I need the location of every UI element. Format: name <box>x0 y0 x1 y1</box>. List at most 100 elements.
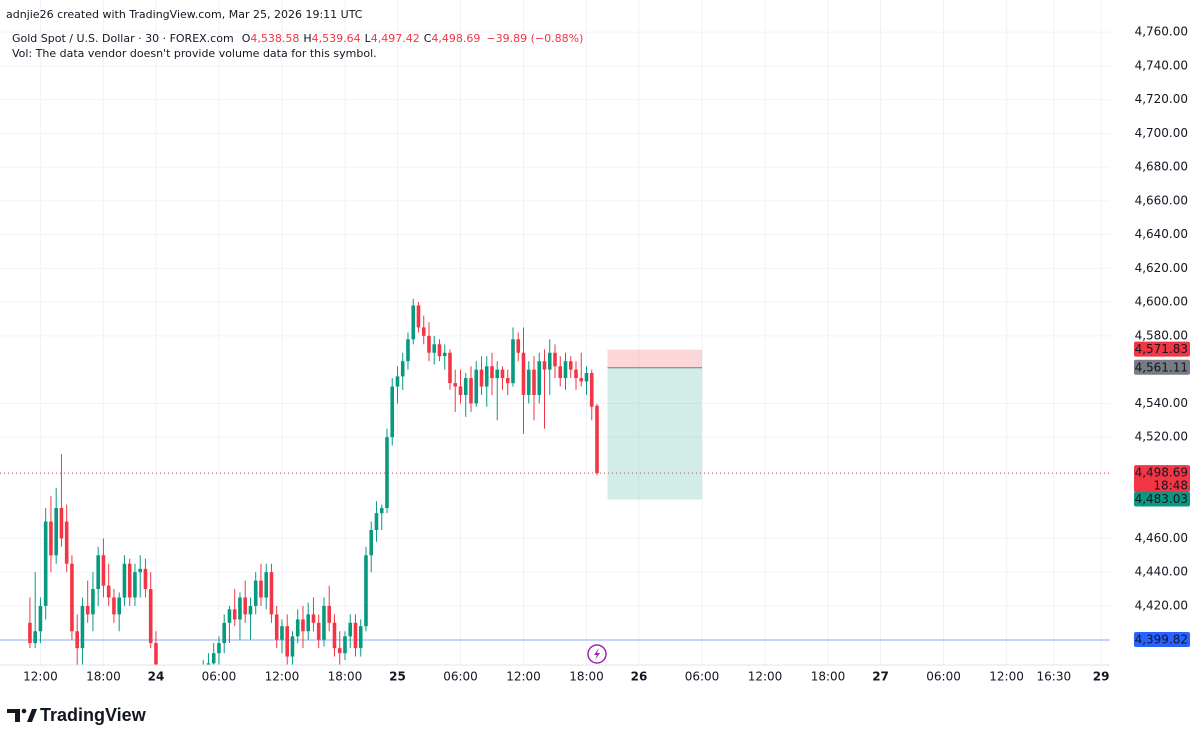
ohlc-key: O <box>242 32 251 45</box>
candle-body <box>421 327 426 336</box>
x-tick-label: 25 <box>389 670 406 684</box>
candle-body <box>148 589 153 644</box>
candle-body <box>112 597 116 615</box>
logo-dot <box>21 708 27 714</box>
candle-body <box>574 369 578 379</box>
candle-body <box>206 663 211 665</box>
candle-body <box>70 563 74 632</box>
lightning-icon <box>587 644 607 664</box>
candle-body <box>406 339 410 362</box>
candle-body <box>269 572 274 615</box>
y-tick-label: 4,680.00 <box>1135 160 1188 174</box>
ohlc-value: 4,497.42 <box>371 32 420 45</box>
x-tick-label: 24 <box>148 670 165 684</box>
candle-body <box>96 555 100 590</box>
candle-body <box>379 508 384 514</box>
countdown: 18:48 <box>1153 479 1188 493</box>
candle-body <box>385 437 389 509</box>
y-tick-label: 4,540.00 <box>1135 396 1188 410</box>
candle-body <box>280 626 284 640</box>
grid <box>0 0 1110 665</box>
candle-body <box>127 563 132 598</box>
candle-body <box>196 680 200 690</box>
x-tick-label: 18:00 <box>328 670 363 684</box>
candle-body <box>369 529 374 556</box>
candle-body <box>484 366 489 387</box>
candle-body <box>180 697 184 711</box>
candle-body <box>28 622 32 644</box>
y-tick-label: 4,740.00 <box>1135 58 1188 72</box>
candle-body <box>458 386 463 395</box>
candle-body <box>537 361 542 395</box>
x-tick-label: 12:00 <box>506 670 541 684</box>
candle-body <box>306 614 311 632</box>
candle-body <box>358 626 363 649</box>
candle-body <box>495 369 500 379</box>
candle-body <box>453 383 458 387</box>
candle-body <box>232 609 237 620</box>
candle-body <box>59 508 64 539</box>
candle-body <box>316 622 321 640</box>
candle-body <box>64 521 69 564</box>
candle-body <box>285 626 290 657</box>
candle-body <box>469 378 473 404</box>
candle-body <box>558 366 563 379</box>
x-tick-label: 06:00 <box>685 670 720 684</box>
candle-body <box>43 521 48 606</box>
candle-body <box>327 605 332 623</box>
candle-body <box>322 605 326 640</box>
candle-body <box>264 572 269 598</box>
candle-body <box>448 352 452 384</box>
candle-body <box>332 622 337 649</box>
plot-area <box>0 298 1110 711</box>
candle-body <box>427 335 431 353</box>
candle-body <box>175 694 179 711</box>
candle-body <box>85 605 90 615</box>
candle-body <box>490 366 494 379</box>
x-tick-label: 12:00 <box>23 670 58 684</box>
y-tick-label: 4,660.00 <box>1135 193 1188 207</box>
candle-body <box>248 605 253 615</box>
y-tick-label: 4,640.00 <box>1135 227 1188 241</box>
candle-body <box>579 378 584 382</box>
candle-body <box>589 373 594 407</box>
price-tag-label: 4,571.83 <box>1135 342 1188 356</box>
candle-body <box>563 361 568 379</box>
candle-body <box>463 378 468 395</box>
y-tick-label: 4,580.00 <box>1135 328 1188 342</box>
candle-body <box>348 622 353 637</box>
ohlc-value: 4,538.58 <box>250 32 299 45</box>
credit: adnjie26 created with TradingView.com, M… <box>6 8 363 21</box>
x-tick-label: 06:00 <box>202 670 237 684</box>
x-tick-label: 06:00 <box>926 670 961 684</box>
candle-body <box>553 352 557 367</box>
candle-body <box>295 619 300 637</box>
candle-body <box>222 622 227 644</box>
change: −39.89 (−0.88%) <box>486 32 583 45</box>
y-tick-label: 4,440.00 <box>1135 565 1188 579</box>
candle-body <box>521 352 526 395</box>
candle-body <box>138 568 142 573</box>
candle-body <box>547 352 552 370</box>
candle-body <box>542 361 547 370</box>
candle-body <box>122 563 127 598</box>
candle-body <box>33 631 37 644</box>
candle-body <box>400 361 405 377</box>
candle-body <box>411 305 416 340</box>
x-tick-label: 29 <box>1093 670 1110 684</box>
price-tag-label: 4,498.69 <box>1135 466 1188 480</box>
candle-body <box>274 614 279 640</box>
candle-body <box>217 643 221 654</box>
candle-body <box>186 687 190 697</box>
price-tag-label: 4,483.03 <box>1135 492 1188 506</box>
candle-body <box>301 619 305 632</box>
y-tick-label: 4,420.00 <box>1135 598 1188 612</box>
x-tick-label: 18:00 <box>569 670 604 684</box>
candle-body <box>106 585 111 598</box>
candle-body <box>80 605 85 649</box>
y-tick-label: 4,720.00 <box>1135 92 1188 106</box>
candle-body <box>337 648 342 654</box>
candle-body <box>259 580 263 598</box>
